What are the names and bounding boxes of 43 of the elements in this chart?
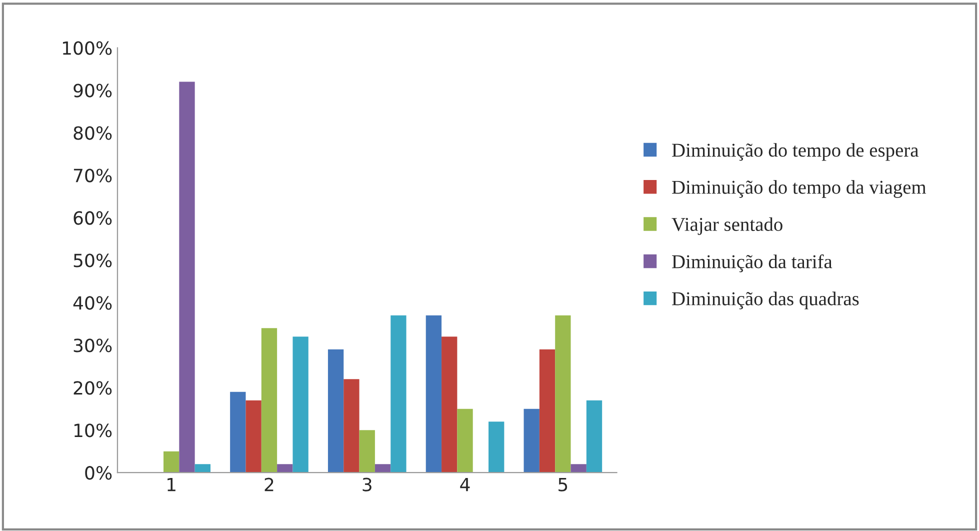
bar [586, 400, 602, 473]
bar [230, 392, 246, 473]
y-tick-label: 50% [74, 254, 112, 268]
y-tick-label: 80% [74, 126, 112, 140]
bar [328, 349, 344, 473]
y-tick-label: 0% [85, 466, 112, 480]
bar [488, 422, 504, 473]
bar [539, 349, 556, 473]
x-tick-label: 3 [362, 478, 372, 492]
bar [344, 379, 360, 473]
bar [292, 336, 308, 473]
bar [359, 430, 375, 473]
x-tick-label: 1 [168, 478, 176, 492]
bar [163, 451, 180, 473]
bar [570, 464, 586, 473]
bar [246, 400, 262, 473]
y-tick-label: 70% [74, 168, 112, 182]
y-tick-label: 40% [73, 296, 112, 310]
bar [390, 315, 406, 473]
bar [194, 464, 210, 473]
bar [261, 328, 278, 473]
y-tick-label: 10% [74, 424, 112, 438]
y-tick-label: 30% [74, 338, 112, 352]
legend-label: Viajar sentado [672, 217, 782, 235]
y-tick-label: 100% [62, 41, 112, 55]
legend-label: Diminuição das quadras [672, 292, 859, 310]
bar [179, 82, 195, 473]
bar [277, 464, 293, 473]
legend-label: Diminuição da tarifa [672, 254, 832, 272]
legend-label: Diminuição do tempo de espera [672, 143, 919, 161]
bar [555, 315, 571, 473]
bar [442, 336, 458, 473]
legend-label: Diminuição do tempo da viagem [672, 180, 926, 198]
x-tick-label: 5 [558, 478, 568, 492]
y-tick-label: 60% [74, 211, 112, 225]
y-tick-label: 90% [74, 84, 112, 98]
x-tick-label: 4 [460, 478, 470, 492]
y-tick-label: 20% [74, 381, 112, 395]
bar [374, 464, 391, 473]
x-tick-label: 2 [264, 478, 274, 492]
bar [524, 408, 540, 473]
bar [426, 315, 442, 473]
bar [457, 408, 473, 473]
